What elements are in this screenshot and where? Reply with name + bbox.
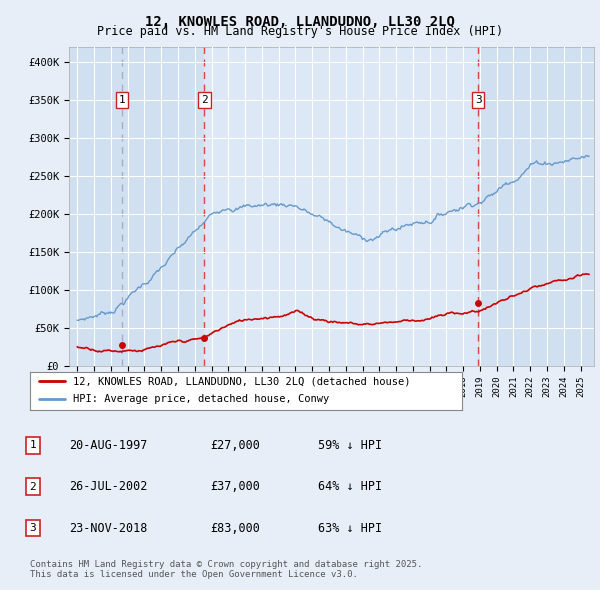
Text: 63% ↓ HPI: 63% ↓ HPI (318, 522, 382, 535)
Bar (69, 47, 205, 366)
Text: 12, KNOWLES ROAD, LLANDUDNO, LL30 2LQ: 12, KNOWLES ROAD, LLANDUDNO, LL30 2LQ (145, 15, 455, 29)
Text: 2: 2 (29, 482, 37, 491)
Text: £37,000: £37,000 (210, 480, 260, 493)
Text: 20-AUG-1997: 20-AUG-1997 (69, 439, 148, 452)
Text: 3: 3 (475, 95, 482, 105)
Text: HPI: Average price, detached house, Conwy: HPI: Average price, detached house, Conw… (73, 394, 329, 404)
Bar (478, 47, 594, 366)
Text: Price paid vs. HM Land Registry's House Price Index (HPI): Price paid vs. HM Land Registry's House … (97, 25, 503, 38)
Text: £83,000: £83,000 (210, 522, 260, 535)
Text: 59% ↓ HPI: 59% ↓ HPI (318, 439, 382, 452)
Text: 1: 1 (118, 95, 125, 105)
Text: 26-JUL-2002: 26-JUL-2002 (69, 480, 148, 493)
Text: 2: 2 (201, 95, 208, 105)
Text: Contains HM Land Registry data © Crown copyright and database right 2025.
This d: Contains HM Land Registry data © Crown c… (30, 560, 422, 579)
Text: 1: 1 (29, 441, 37, 450)
Text: 64% ↓ HPI: 64% ↓ HPI (318, 480, 382, 493)
Text: 3: 3 (29, 523, 37, 533)
Text: 12, KNOWLES ROAD, LLANDUDNO, LL30 2LQ (detached house): 12, KNOWLES ROAD, LLANDUDNO, LL30 2LQ (d… (73, 376, 410, 386)
Text: £27,000: £27,000 (210, 439, 260, 452)
Text: 23-NOV-2018: 23-NOV-2018 (69, 522, 148, 535)
